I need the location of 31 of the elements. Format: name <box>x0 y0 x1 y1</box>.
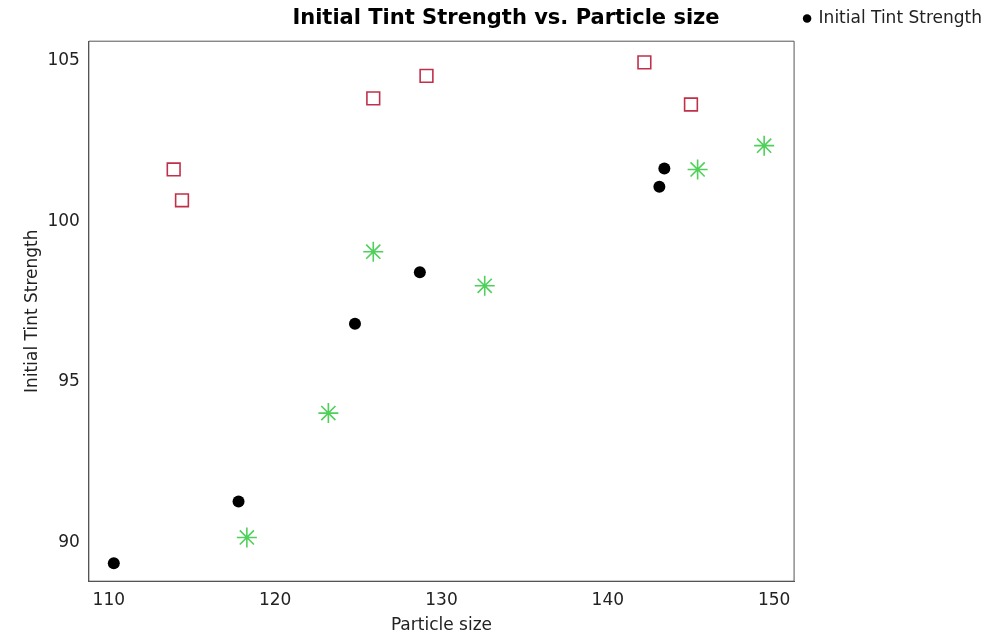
x-tick-label: 110 <box>92 588 126 609</box>
point <box>653 180 666 193</box>
point <box>686 158 709 181</box>
x-tick-label: 130 <box>425 588 458 609</box>
point <box>637 55 652 70</box>
y-tick-label: 90 <box>58 531 80 552</box>
point <box>232 495 245 508</box>
point <box>107 557 120 570</box>
y-tick-label: 100 <box>47 209 80 230</box>
point <box>473 275 496 297</box>
legend-label: Initial Tint Strength <box>818 6 983 27</box>
point <box>362 240 385 263</box>
y-axis-title: Initial Tint Strength <box>20 229 41 393</box>
point <box>174 193 190 208</box>
y-tick-label: 105 <box>47 48 80 69</box>
point <box>658 162 671 175</box>
point <box>366 91 381 106</box>
point <box>753 134 775 157</box>
point <box>236 526 258 549</box>
x-tick-label: 140 <box>591 588 625 609</box>
x-tick-label: 150 <box>757 588 791 609</box>
y-tick-label: 95 <box>58 370 80 391</box>
x-axis-title: Particle size <box>390 614 493 635</box>
point <box>683 97 699 112</box>
point <box>317 402 340 424</box>
point <box>419 68 434 84</box>
x-tick-label: 120 <box>258 588 292 609</box>
point <box>166 162 181 177</box>
chart-title: Initial Tint Strength vs. Particle size <box>292 5 720 30</box>
point <box>348 317 361 330</box>
point <box>413 266 426 279</box>
